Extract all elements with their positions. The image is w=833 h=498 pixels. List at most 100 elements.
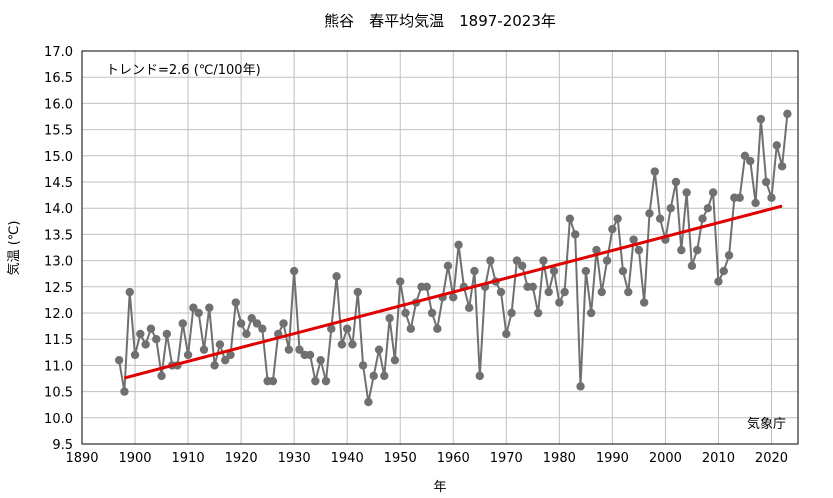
- data-point: [565, 214, 575, 223]
- data-point: [719, 266, 728, 276]
- data-point: [528, 282, 538, 291]
- data-point: [406, 324, 416, 333]
- data-point: [321, 376, 331, 386]
- data-point: [385, 314, 394, 323]
- x-tick-label: 2000: [649, 451, 682, 466]
- data-point: [693, 245, 702, 255]
- data-point: [433, 324, 442, 333]
- data-point: [464, 303, 474, 312]
- data-point: [141, 340, 150, 349]
- data-point: [475, 371, 484, 381]
- data-point: [613, 214, 622, 223]
- data-point: [114, 355, 124, 365]
- plot-frame: [81, 50, 799, 445]
- data-point: [618, 266, 628, 276]
- data-point: [592, 245, 601, 255]
- data-point: [783, 109, 792, 119]
- data-point: [682, 188, 691, 197]
- data-point: [687, 261, 697, 271]
- y-tick-label: 13.0: [44, 255, 73, 270]
- data-point: [337, 340, 347, 349]
- data-point: [125, 287, 134, 297]
- data-point: [767, 193, 776, 202]
- y-tick-label: 17.0: [44, 45, 73, 60]
- y-axis-label: 気温 (℃): [6, 221, 22, 276]
- data-point: [279, 319, 288, 328]
- data-point: [772, 141, 781, 150]
- y-tick-label: 12.5: [44, 281, 73, 296]
- data-point: [374, 345, 384, 354]
- data-point: [348, 340, 357, 349]
- data-point: [634, 245, 644, 255]
- y-tick-label: 15.0: [44, 150, 73, 165]
- data-point: [422, 282, 431, 291]
- x-tick-label: 1930: [278, 451, 311, 466]
- data-point: [597, 287, 606, 297]
- data-point: [560, 287, 569, 297]
- data-point: [443, 261, 453, 271]
- data-point: [645, 209, 654, 218]
- data-point: [215, 340, 225, 349]
- trend-annotation: トレンド=2.6 (℃/100年): [106, 63, 261, 78]
- data-point: [703, 204, 713, 213]
- data-point: [586, 308, 596, 318]
- data-point: [518, 261, 527, 271]
- data-point: [316, 355, 325, 365]
- y-tick-label: 16.0: [44, 97, 73, 112]
- data-point: [189, 303, 198, 312]
- data-point: [756, 114, 766, 124]
- data-point: [449, 293, 458, 302]
- data-point: [305, 350, 315, 360]
- data-point: [380, 371, 389, 381]
- y-tick-label: 14.5: [44, 176, 73, 191]
- x-axis-label: 年: [433, 480, 446, 495]
- data-point: [342, 324, 352, 333]
- data-point: [576, 382, 585, 391]
- data-point: [549, 266, 559, 276]
- data-point: [714, 277, 723, 286]
- x-tick-label: 1920: [225, 451, 258, 466]
- data-point: [258, 324, 267, 333]
- data-point: [470, 266, 479, 276]
- data-point: [502, 329, 511, 339]
- x-tick-label: 1960: [437, 451, 470, 466]
- trend-line: [124, 204, 783, 380]
- x-tick-label: 2020: [755, 451, 788, 466]
- data-point: [496, 287, 506, 297]
- data-point: [724, 251, 734, 260]
- data-point: [136, 329, 145, 339]
- data-point: [671, 177, 681, 187]
- x-tick-label: 1950: [384, 451, 417, 466]
- source-credit: 気象庁: [747, 416, 786, 432]
- data-point: [544, 287, 553, 297]
- data-point: [507, 308, 516, 318]
- data-point: [624, 287, 633, 297]
- x-tick-label: 1990: [596, 451, 629, 466]
- data-point: [650, 167, 659, 176]
- x-tick-label: 2010: [702, 451, 735, 466]
- data-point: [178, 319, 187, 328]
- x-tick-label: 1980: [543, 451, 576, 466]
- data-point: [666, 204, 675, 213]
- data-point: [183, 350, 193, 360]
- data-point: [555, 298, 564, 307]
- data-point: [130, 350, 140, 360]
- data-point: [708, 188, 718, 197]
- data-point: [581, 266, 591, 276]
- data-point: [311, 376, 320, 386]
- data-point: [571, 230, 580, 239]
- y-tick-label: 15.5: [44, 124, 73, 139]
- y-tick-label: 12.0: [44, 307, 73, 322]
- data-point: [226, 350, 235, 360]
- y-tick-label: 11.5: [44, 333, 73, 348]
- data-point: [608, 224, 617, 234]
- data-point: [486, 256, 495, 265]
- data-point: [236, 319, 246, 328]
- data-point: [512, 256, 522, 265]
- data-point: [751, 198, 760, 208]
- data-point: [205, 303, 214, 312]
- data-point: [427, 308, 437, 318]
- data-point: [231, 298, 241, 307]
- data-point: [157, 371, 166, 381]
